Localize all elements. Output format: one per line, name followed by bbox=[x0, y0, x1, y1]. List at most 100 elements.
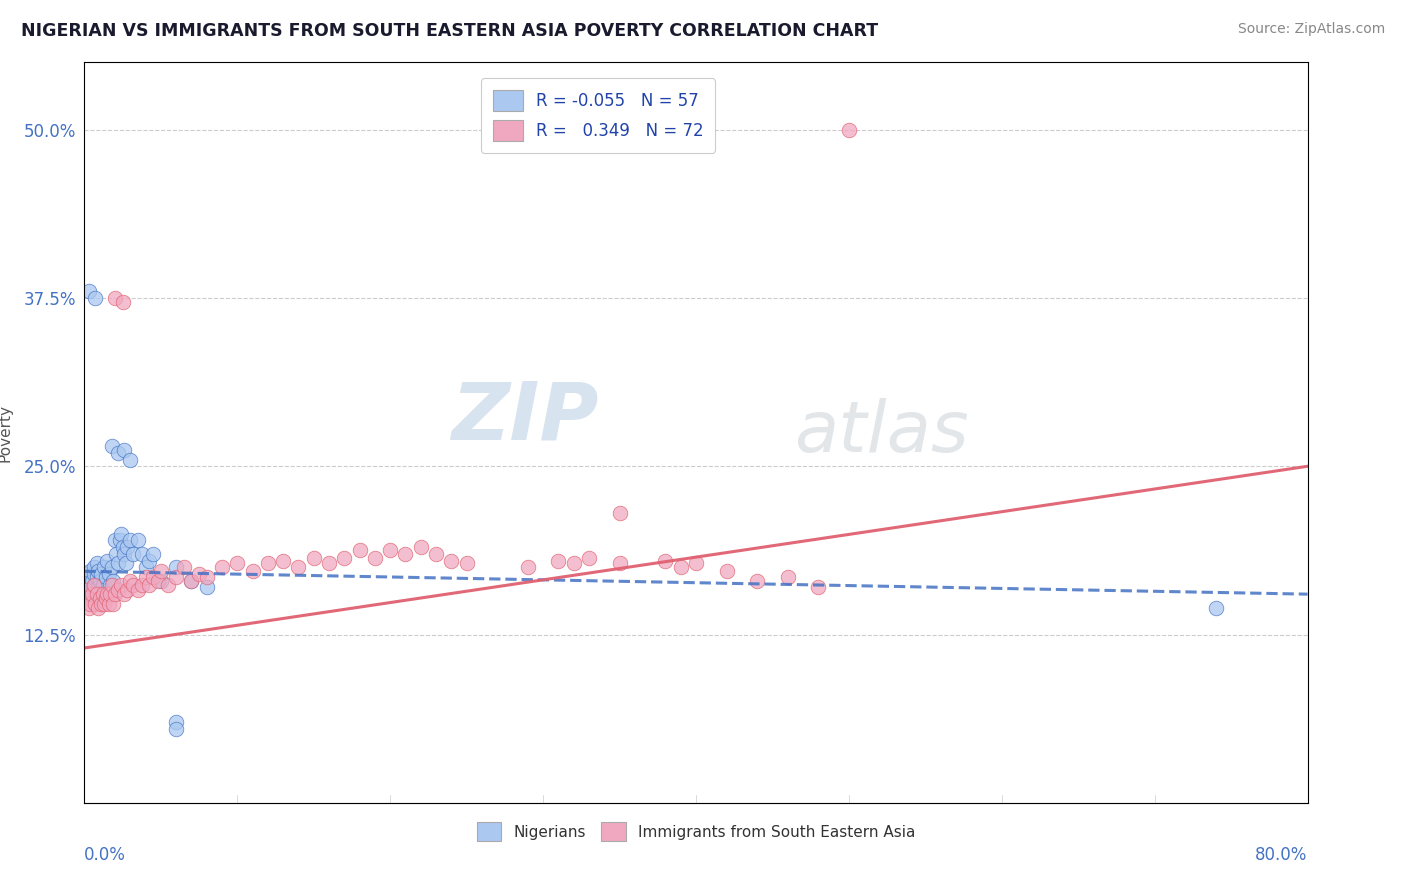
Point bbox=[79, 569, 101, 583]
Point bbox=[115, 583, 138, 598]
Point bbox=[165, 722, 187, 736]
Point bbox=[149, 574, 172, 588]
Point bbox=[83, 578, 105, 592]
Point bbox=[84, 291, 107, 305]
Point bbox=[838, 122, 860, 136]
Point bbox=[89, 591, 111, 606]
Point bbox=[93, 597, 115, 611]
Point bbox=[547, 553, 569, 567]
Point bbox=[87, 564, 110, 578]
Point bbox=[776, 569, 799, 583]
Point bbox=[96, 587, 118, 601]
Point bbox=[578, 550, 600, 565]
Point bbox=[394, 547, 416, 561]
Point bbox=[180, 574, 202, 588]
Point bbox=[97, 566, 120, 581]
Point bbox=[562, 556, 585, 570]
Point bbox=[120, 574, 142, 588]
Point bbox=[108, 533, 131, 548]
Point bbox=[75, 566, 97, 581]
Point bbox=[287, 560, 309, 574]
Point bbox=[242, 564, 264, 578]
Point bbox=[188, 566, 211, 581]
Point bbox=[105, 547, 128, 561]
Point bbox=[89, 583, 111, 598]
Point bbox=[747, 574, 769, 588]
Point bbox=[76, 591, 98, 606]
Point bbox=[87, 581, 110, 595]
Point bbox=[127, 583, 149, 598]
Point bbox=[173, 560, 195, 574]
Point bbox=[302, 550, 325, 565]
Point bbox=[90, 597, 112, 611]
Point bbox=[131, 547, 153, 561]
Point bbox=[654, 553, 676, 567]
Point bbox=[142, 547, 165, 561]
Point bbox=[364, 550, 387, 565]
Point bbox=[115, 540, 138, 554]
Point bbox=[86, 556, 108, 570]
Point bbox=[104, 587, 127, 601]
Point bbox=[110, 526, 132, 541]
Point bbox=[211, 560, 233, 574]
Point bbox=[146, 574, 169, 588]
Point bbox=[77, 600, 100, 615]
Point bbox=[180, 574, 202, 588]
Point bbox=[86, 587, 108, 601]
Point bbox=[131, 578, 153, 592]
Point bbox=[271, 553, 294, 567]
Point bbox=[111, 540, 134, 554]
Point bbox=[122, 578, 145, 592]
Point bbox=[609, 556, 631, 570]
Point bbox=[79, 597, 101, 611]
Point bbox=[91, 578, 114, 592]
Point bbox=[409, 540, 432, 554]
Point bbox=[83, 560, 105, 574]
Text: atlas: atlas bbox=[794, 398, 969, 467]
Point bbox=[84, 578, 107, 592]
Point bbox=[103, 574, 125, 588]
Point bbox=[83, 566, 105, 581]
Point bbox=[440, 553, 463, 567]
Point bbox=[75, 583, 97, 598]
Point bbox=[77, 578, 100, 592]
Text: ZIP: ZIP bbox=[451, 379, 598, 457]
Point bbox=[142, 569, 165, 583]
Point bbox=[120, 452, 142, 467]
Point bbox=[77, 285, 100, 299]
Point bbox=[165, 569, 187, 583]
Point bbox=[135, 560, 157, 574]
Point bbox=[257, 556, 280, 570]
Point bbox=[157, 578, 180, 592]
Point bbox=[135, 569, 157, 583]
Point bbox=[120, 533, 142, 548]
Point bbox=[609, 507, 631, 521]
Point bbox=[1205, 600, 1227, 615]
Point bbox=[76, 581, 98, 595]
Legend: Nigerians, Immigrants from South Eastern Asia: Nigerians, Immigrants from South Eastern… bbox=[471, 816, 921, 847]
Point bbox=[89, 574, 111, 588]
Point bbox=[91, 587, 114, 601]
Point bbox=[165, 560, 187, 574]
Point bbox=[76, 574, 98, 588]
Point bbox=[104, 291, 127, 305]
Point bbox=[685, 556, 707, 570]
Point bbox=[80, 587, 103, 601]
Point bbox=[93, 560, 115, 574]
Point bbox=[716, 564, 738, 578]
Point bbox=[114, 556, 136, 570]
Point bbox=[516, 560, 538, 574]
Point bbox=[103, 597, 125, 611]
Text: NIGERIAN VS IMMIGRANTS FROM SOUTH EASTERN ASIA POVERTY CORRELATION CHART: NIGERIAN VS IMMIGRANTS FROM SOUTH EASTER… bbox=[21, 22, 879, 40]
Point bbox=[107, 583, 129, 598]
Point bbox=[333, 550, 356, 565]
Text: 80.0%: 80.0% bbox=[1256, 846, 1308, 863]
Point bbox=[86, 569, 108, 583]
Point bbox=[94, 569, 117, 583]
Y-axis label: Poverty: Poverty bbox=[0, 403, 13, 462]
Point bbox=[127, 533, 149, 548]
Point bbox=[807, 581, 830, 595]
Text: Source: ZipAtlas.com: Source: ZipAtlas.com bbox=[1237, 22, 1385, 37]
Point bbox=[97, 597, 120, 611]
Point bbox=[318, 556, 340, 570]
